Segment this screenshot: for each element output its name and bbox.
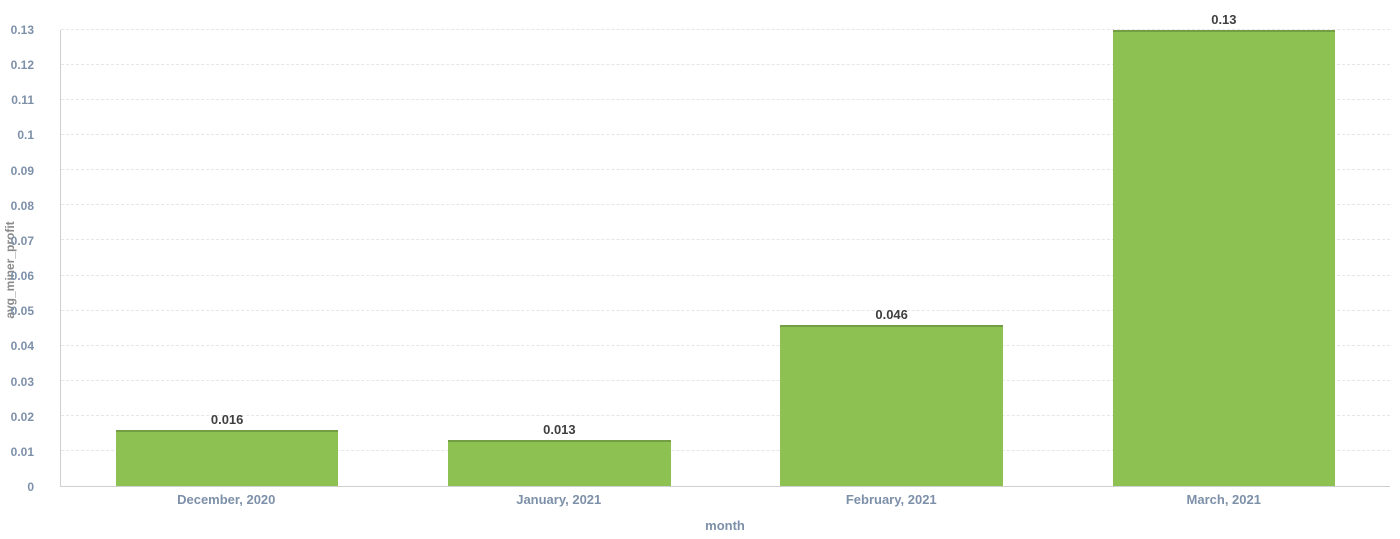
x-axis: December, 2020 January, 2021 February, 202… [60, 491, 1390, 508]
bar-value-label: 0.013 [543, 422, 576, 438]
gridline [61, 204, 1390, 206]
bar-cell: 0.013 [393, 30, 725, 486]
y-tick-label: 0.09 [10, 163, 34, 178]
y-tick-label: 0 [27, 480, 34, 494]
gridline [61, 29, 1390, 30]
bar: 0.016 [115, 413, 339, 486]
y-tick-label: 0.07 [10, 233, 34, 248]
gridline [61, 414, 1390, 416]
bar: 0.046 [780, 308, 1003, 486]
y-tick-label: 0.01 [10, 444, 34, 459]
bar-cell: 0.046 [726, 30, 1058, 486]
gridline [61, 274, 1390, 276]
bar: 0.13 [1112, 13, 1336, 486]
y-tick-label: 0.13 [10, 23, 34, 37]
bar: 0.013 [448, 423, 671, 486]
gridline [61, 99, 1390, 101]
y-tick-label: 0.02 [10, 409, 34, 424]
bar-value-label: 0.046 [875, 306, 908, 322]
x-tick-label: February, 2021 [845, 492, 937, 507]
gridline [61, 169, 1390, 171]
gridline [61, 344, 1390, 346]
x-tick-label: December, 2020 [177, 492, 276, 507]
bar-cell: 0.13 [1058, 13, 1390, 486]
gridline [61, 239, 1390, 241]
bars-row: 0.016 0.013 0.046 0.13 [61, 13, 1390, 486]
y-tick-label: 0.03 [10, 374, 34, 389]
y-tick-label: 0.06 [10, 269, 34, 284]
gridline [61, 309, 1390, 311]
bar-cell: 0.016 [61, 30, 393, 486]
y-tick-label: 0.1 [17, 128, 34, 143]
gridline [61, 449, 1390, 451]
x-tick-label: March, 2021 [1186, 492, 1261, 507]
y-tick-label: 0.08 [10, 198, 34, 213]
bars-layer: 0.016 0.013 0.046 0.13 [61, 13, 1390, 486]
x-tick-label: January, 2021 [516, 492, 602, 507]
gridline [61, 134, 1390, 136]
y-tick-label: 0.12 [10, 58, 34, 73]
y-tick-label: 0.05 [10, 304, 34, 319]
plot-area: 0.016 0.013 0.046 0.13 [60, 13, 1390, 487]
gridline [61, 379, 1390, 381]
x-axis-title: month [705, 518, 745, 533]
y-tick-label: 0.11 [11, 93, 34, 108]
gridline [61, 64, 1390, 66]
y-axis: 0 0.01 0.02 0.03 0.04 0.05 0.06 0.07 0.08 0.09 0.1… [0, 24, 48, 493]
bar-value-label: 0.13 [1211, 12, 1237, 27]
bar-value-label: 0.016 [210, 411, 244, 427]
y-tick-label: 0.04 [10, 339, 34, 354]
